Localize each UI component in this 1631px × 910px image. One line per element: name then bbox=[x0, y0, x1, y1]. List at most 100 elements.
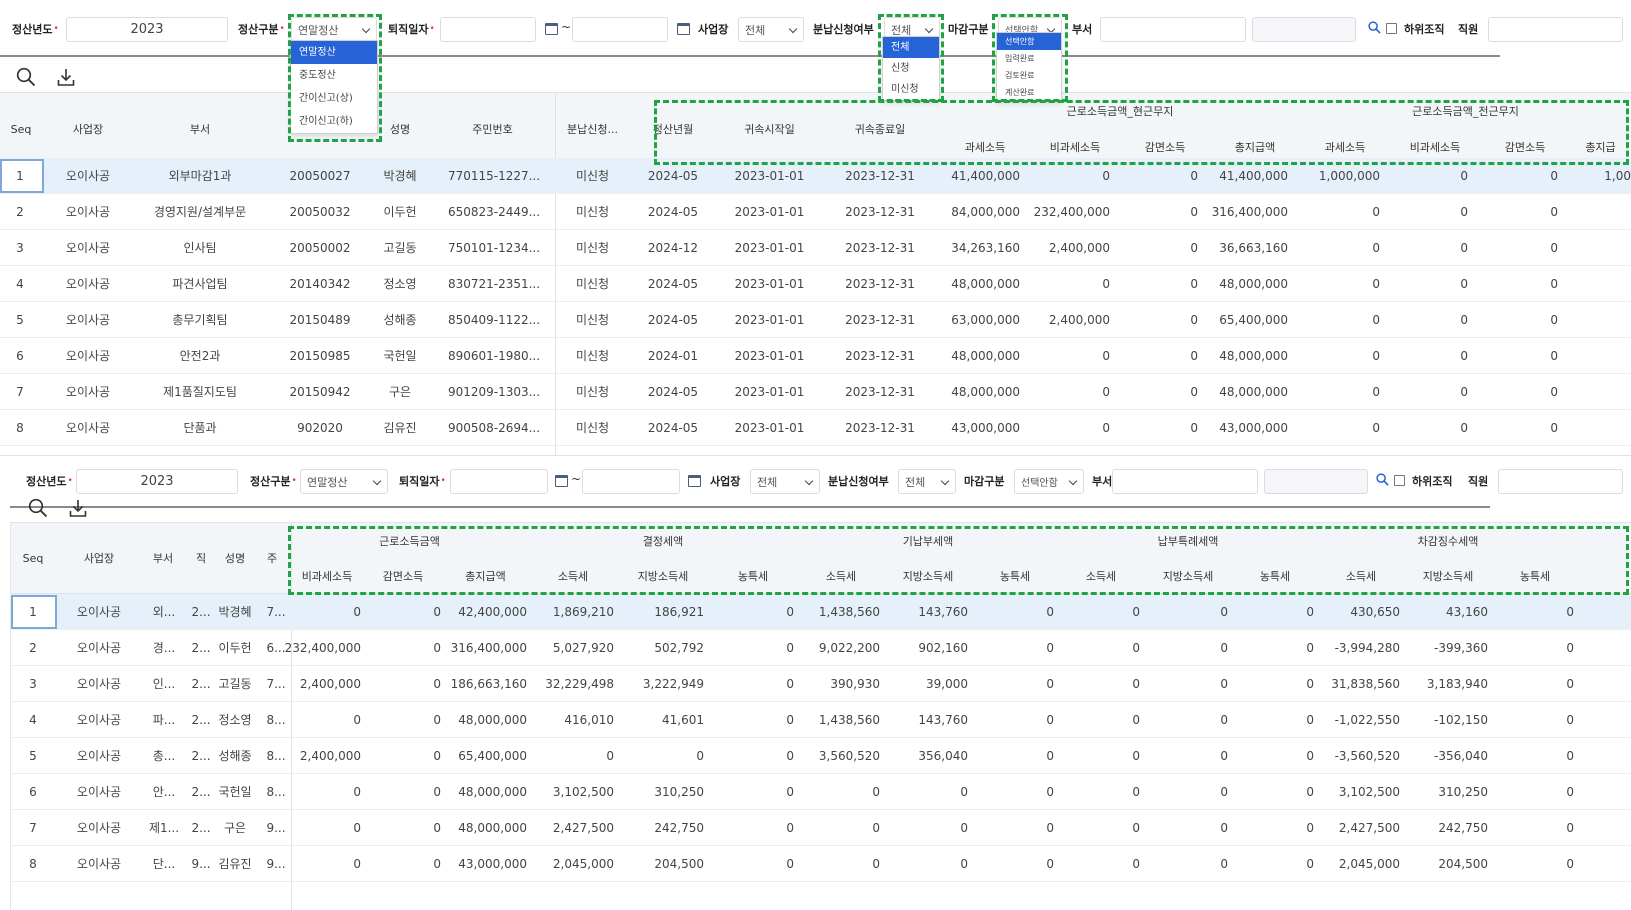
cell-end-date[interactable]: 2023-12-31 bbox=[845, 277, 915, 291]
cell-end-date[interactable]: 2023-12-31 bbox=[845, 205, 915, 219]
cell-rrn[interactable]: 9... bbox=[266, 821, 286, 835]
cell-total[interactable]: 48,000,000 bbox=[1219, 385, 1288, 399]
cell-taxable[interactable]: 41,400,000 bbox=[951, 169, 1020, 183]
cell-site[interactable]: 오이사공 bbox=[65, 205, 111, 219]
cell-paid-rural-tax[interactable]: 0 bbox=[1046, 641, 1054, 655]
cell-diff-income-tax[interactable]: 31,838,560 bbox=[1331, 677, 1400, 691]
cell-dept[interactable]: 외부마감1과 bbox=[168, 169, 232, 183]
cell-paid-local-tax[interactable]: 143,760 bbox=[918, 713, 968, 727]
col-paid-income-tax[interactable]: 소득세 bbox=[825, 569, 857, 583]
cell-diff-income-tax[interactable]: 2,427,500 bbox=[1338, 821, 1400, 835]
year-input[interactable]: 2023 bbox=[76, 469, 238, 494]
cell-employee-no[interactable]: 20050002 bbox=[289, 241, 351, 255]
cell-paid-rural-tax[interactable]: 0 bbox=[1046, 677, 1054, 691]
cell-job[interactable]: 2... bbox=[191, 677, 211, 691]
cell-start-date[interactable]: 2023-01-01 bbox=[734, 169, 805, 183]
cell-decided-local-tax[interactable]: 41,601 bbox=[662, 713, 704, 727]
cell-diff-rural-tax[interactable]: 0 bbox=[1566, 677, 1574, 691]
cell-taxable[interactable]: 43,000,000 bbox=[951, 421, 1020, 435]
cell-reduced[interactable]: 0 bbox=[433, 713, 441, 727]
cell-taxable[interactable]: 84,000,000 bbox=[951, 205, 1020, 219]
cell-installment-income-tax[interactable]: 0 bbox=[1132, 641, 1140, 655]
cell-diff-rural-tax[interactable]: 0 bbox=[1566, 605, 1574, 619]
col-group-decided[interactable]: 결정세액 bbox=[642, 534, 684, 548]
cell-prev-nontaxable[interactable]: 0 bbox=[1460, 349, 1468, 363]
cell-site[interactable]: 오이사공 bbox=[65, 241, 111, 255]
cell-total[interactable]: 48,000,000 bbox=[458, 785, 527, 799]
cell-start-date[interactable]: 2023-01-01 bbox=[734, 241, 805, 255]
cell-installment-income-tax[interactable]: 0 bbox=[1132, 749, 1140, 763]
cell-diff-income-tax[interactable]: -3,994,280 bbox=[1334, 641, 1400, 655]
sub-org-checkbox[interactable] bbox=[1394, 475, 1405, 486]
col-seq[interactable]: Seq bbox=[22, 551, 44, 565]
col-site[interactable]: 사업장 bbox=[72, 123, 104, 136]
download-icon[interactable] bbox=[68, 498, 88, 518]
cell-reduced[interactable]: 0 bbox=[1190, 241, 1198, 255]
cell-settle-month[interactable]: 2024-05 bbox=[647, 205, 699, 219]
cell-site[interactable]: 오이사공 bbox=[76, 641, 122, 655]
cell-installment-income-tax[interactable]: 0 bbox=[1132, 605, 1140, 619]
cell-installment[interactable]: 미신청 bbox=[575, 205, 610, 219]
cell-name[interactable]: 구은 bbox=[223, 821, 247, 835]
col-group-income[interactable]: 근로소득금액 bbox=[379, 534, 440, 548]
cell-reduced[interactable]: 0 bbox=[1190, 169, 1198, 183]
cell-rrn[interactable]: 901209-1303... bbox=[447, 385, 541, 399]
cell-decided-local-tax[interactable]: 3,222,949 bbox=[642, 677, 704, 691]
col-total[interactable]: 총지급액 bbox=[465, 569, 506, 583]
cell-diff-rural-tax[interactable]: 0 bbox=[1566, 713, 1574, 727]
cell-taxable[interactable]: 63,000,000 bbox=[951, 313, 1020, 327]
cell-reduced[interactable]: 0 bbox=[433, 821, 441, 835]
cell-reduced[interactable]: 0 bbox=[1190, 277, 1198, 291]
cell-prev-reduced[interactable]: 0 bbox=[1550, 205, 1558, 219]
cell-end-date[interactable]: 2023-12-31 bbox=[845, 385, 915, 399]
cell-prev-taxable[interactable]: 0 bbox=[1372, 277, 1380, 291]
cell-seq[interactable]: 5 bbox=[29, 749, 37, 763]
cell-dept[interactable]: 인... bbox=[152, 677, 176, 691]
cell-rrn[interactable]: 770115-1227... bbox=[447, 169, 541, 183]
sub-org-checkbox[interactable] bbox=[1386, 23, 1397, 34]
col-prev-total[interactable]: 총지급 bbox=[1585, 141, 1616, 154]
cell-rrn[interactable]: 8... bbox=[266, 785, 286, 799]
magnifier-icon[interactable] bbox=[1376, 473, 1389, 486]
cell-site[interactable]: 오이사공 bbox=[76, 857, 122, 871]
cell-decided-income-tax[interactable]: 0 bbox=[606, 749, 614, 763]
cell-rrn[interactable]: 750101-1234... bbox=[447, 241, 541, 255]
cell-dept[interactable]: 제1품질지도팀 bbox=[163, 385, 237, 399]
cell-prev-taxable[interactable]: 0 bbox=[1372, 241, 1380, 255]
cell-end-date[interactable]: 2023-12-31 bbox=[845, 169, 915, 183]
cell-taxable[interactable]: 48,000,000 bbox=[951, 385, 1020, 399]
cell-diff-rural-tax[interactable]: 0 bbox=[1566, 749, 1574, 763]
cell-seq[interactable]: 8 bbox=[16, 421, 24, 435]
cell-dept[interactable]: 경영지원/설계부문 bbox=[153, 205, 247, 219]
cell-prev-total[interactable]: 1,00 bbox=[1604, 169, 1631, 183]
cell-start-date[interactable]: 2023-01-01 bbox=[734, 205, 805, 219]
cell-name[interactable]: 박경혜 bbox=[218, 605, 252, 619]
cell-reduced[interactable]: 0 bbox=[433, 641, 441, 655]
cell-job[interactable]: 2... bbox=[191, 641, 211, 655]
cell-taxable[interactable]: 48,000,000 bbox=[951, 277, 1020, 291]
cell-site[interactable]: 오이사공 bbox=[65, 349, 111, 363]
cell-reduced[interactable]: 0 bbox=[1190, 385, 1198, 399]
col-installment-income-tax[interactable]: 소득세 bbox=[1085, 569, 1117, 583]
cell-installment-income-tax[interactable]: 0 bbox=[1132, 857, 1140, 871]
cell-site[interactable]: 오이사공 bbox=[76, 821, 122, 835]
col-end-date[interactable]: 귀속종료일 bbox=[854, 123, 906, 136]
cell-nontaxable[interactable]: 2,400,000 bbox=[1048, 241, 1110, 255]
cell-end-date[interactable]: 2023-12-31 bbox=[845, 241, 915, 255]
col-name[interactable]: 성명 bbox=[389, 123, 411, 136]
cell-decided-income-tax[interactable]: 32,229,498 bbox=[545, 677, 614, 691]
cell-settle-month[interactable]: 2024-01 bbox=[647, 349, 699, 363]
cell-paid-income-tax[interactable]: 9,022,200 bbox=[818, 641, 880, 655]
cell-settle-month[interactable]: 2024-12 bbox=[647, 241, 699, 255]
cell-seq[interactable]: 6 bbox=[16, 349, 24, 363]
cell-total[interactable]: 48,000,000 bbox=[1219, 277, 1288, 291]
cell-nontaxable[interactable]: 232,400,000 bbox=[284, 641, 361, 655]
cell-paid-rural-tax[interactable]: 0 bbox=[1046, 749, 1054, 763]
cell-paid-local-tax[interactable]: 0 bbox=[960, 785, 968, 799]
col-prev-reduced[interactable]: 감면소득 bbox=[1504, 141, 1546, 154]
cell-employee-no[interactable]: 20050027 bbox=[289, 169, 351, 183]
cell-employee-no[interactable]: 20140342 bbox=[289, 277, 351, 291]
cell-dept[interactable]: 총... bbox=[152, 749, 176, 763]
cell-rrn[interactable]: 850409-1122... bbox=[447, 313, 541, 327]
cell-seq[interactable]: 1 bbox=[29, 605, 37, 619]
